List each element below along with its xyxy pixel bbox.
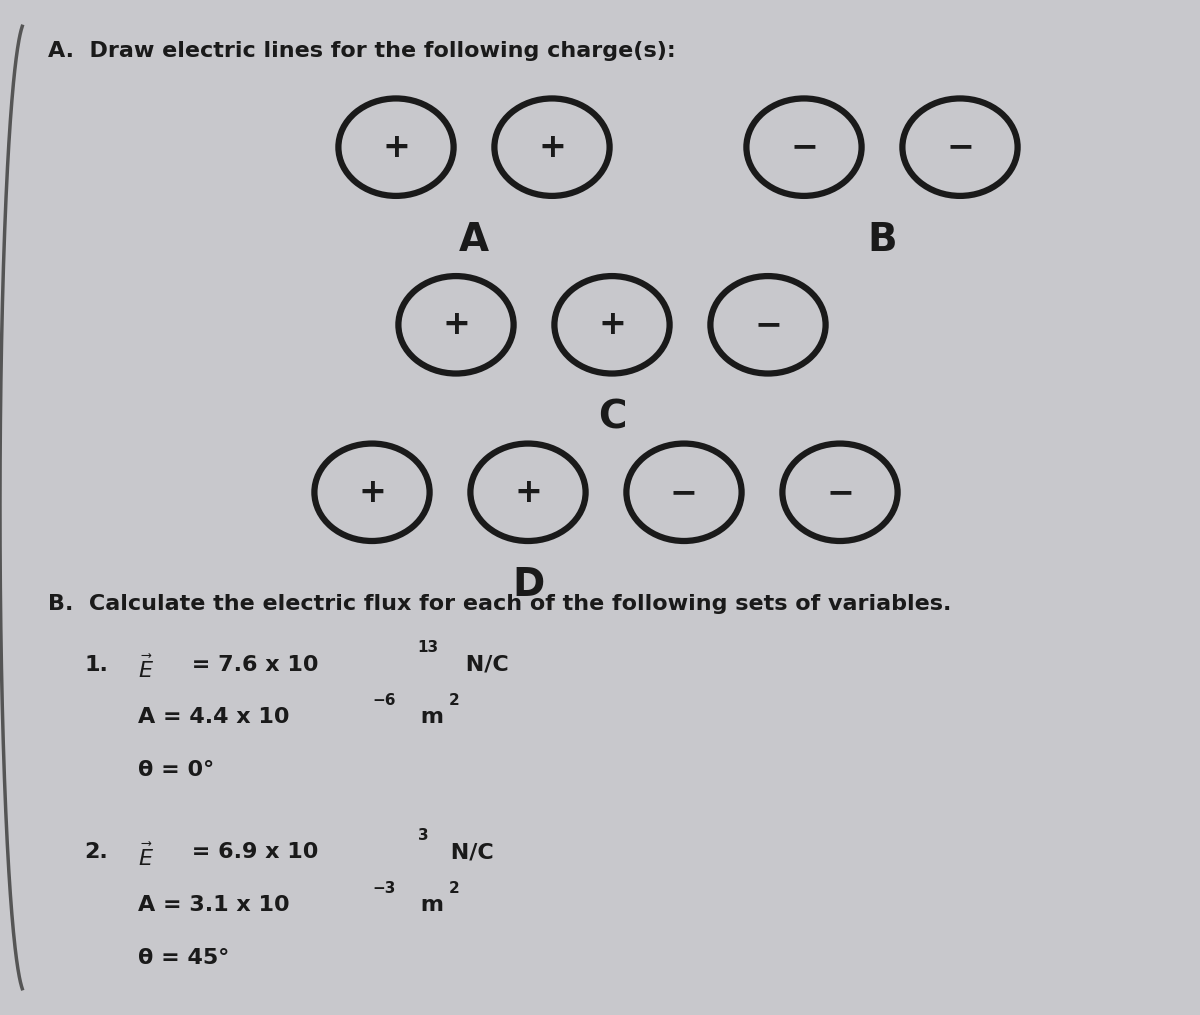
Text: 3: 3 [418, 828, 428, 843]
Text: N/C: N/C [458, 655, 509, 675]
Text: = 7.6 x 10: = 7.6 x 10 [184, 655, 318, 675]
Text: −: − [790, 131, 818, 163]
Text: 2: 2 [449, 881, 460, 896]
Text: −6: −6 [372, 693, 396, 708]
Text: 2: 2 [449, 693, 460, 708]
Text: +: + [598, 309, 626, 341]
Text: +: + [538, 131, 566, 163]
Text: m: m [413, 895, 444, 916]
Text: θ = 0°: θ = 0° [138, 760, 215, 781]
Text: N/C: N/C [443, 842, 493, 863]
Text: +: + [442, 309, 470, 341]
Text: A: A [458, 221, 490, 259]
Text: A = 3.1 x 10: A = 3.1 x 10 [138, 895, 289, 916]
Text: = 6.9 x 10: = 6.9 x 10 [184, 842, 318, 863]
Text: A = 4.4 x 10: A = 4.4 x 10 [138, 707, 289, 728]
Text: $\vec{E}$: $\vec{E}$ [138, 842, 154, 870]
Text: θ = 45°: θ = 45° [138, 948, 229, 968]
Text: 13: 13 [418, 640, 439, 656]
Text: −: − [754, 309, 782, 341]
Text: 1.: 1. [84, 655, 108, 675]
Text: m: m [413, 707, 444, 728]
Text: B: B [868, 221, 896, 259]
Text: A.  Draw electric lines for the following charge(s):: A. Draw electric lines for the following… [48, 41, 676, 61]
Text: −: − [946, 131, 974, 163]
Text: −: − [670, 476, 698, 509]
Text: $\vec{E}$: $\vec{E}$ [138, 655, 154, 682]
Text: D: D [512, 566, 544, 604]
Text: +: + [514, 476, 542, 509]
Text: +: + [382, 131, 410, 163]
Text: B.  Calculate the electric flux for each of the following sets of variables.: B. Calculate the electric flux for each … [48, 594, 952, 614]
Text: −: − [826, 476, 854, 509]
Text: 2.: 2. [84, 842, 108, 863]
Text: +: + [358, 476, 386, 509]
Text: −3: −3 [372, 881, 395, 896]
Text: C: C [598, 399, 626, 436]
